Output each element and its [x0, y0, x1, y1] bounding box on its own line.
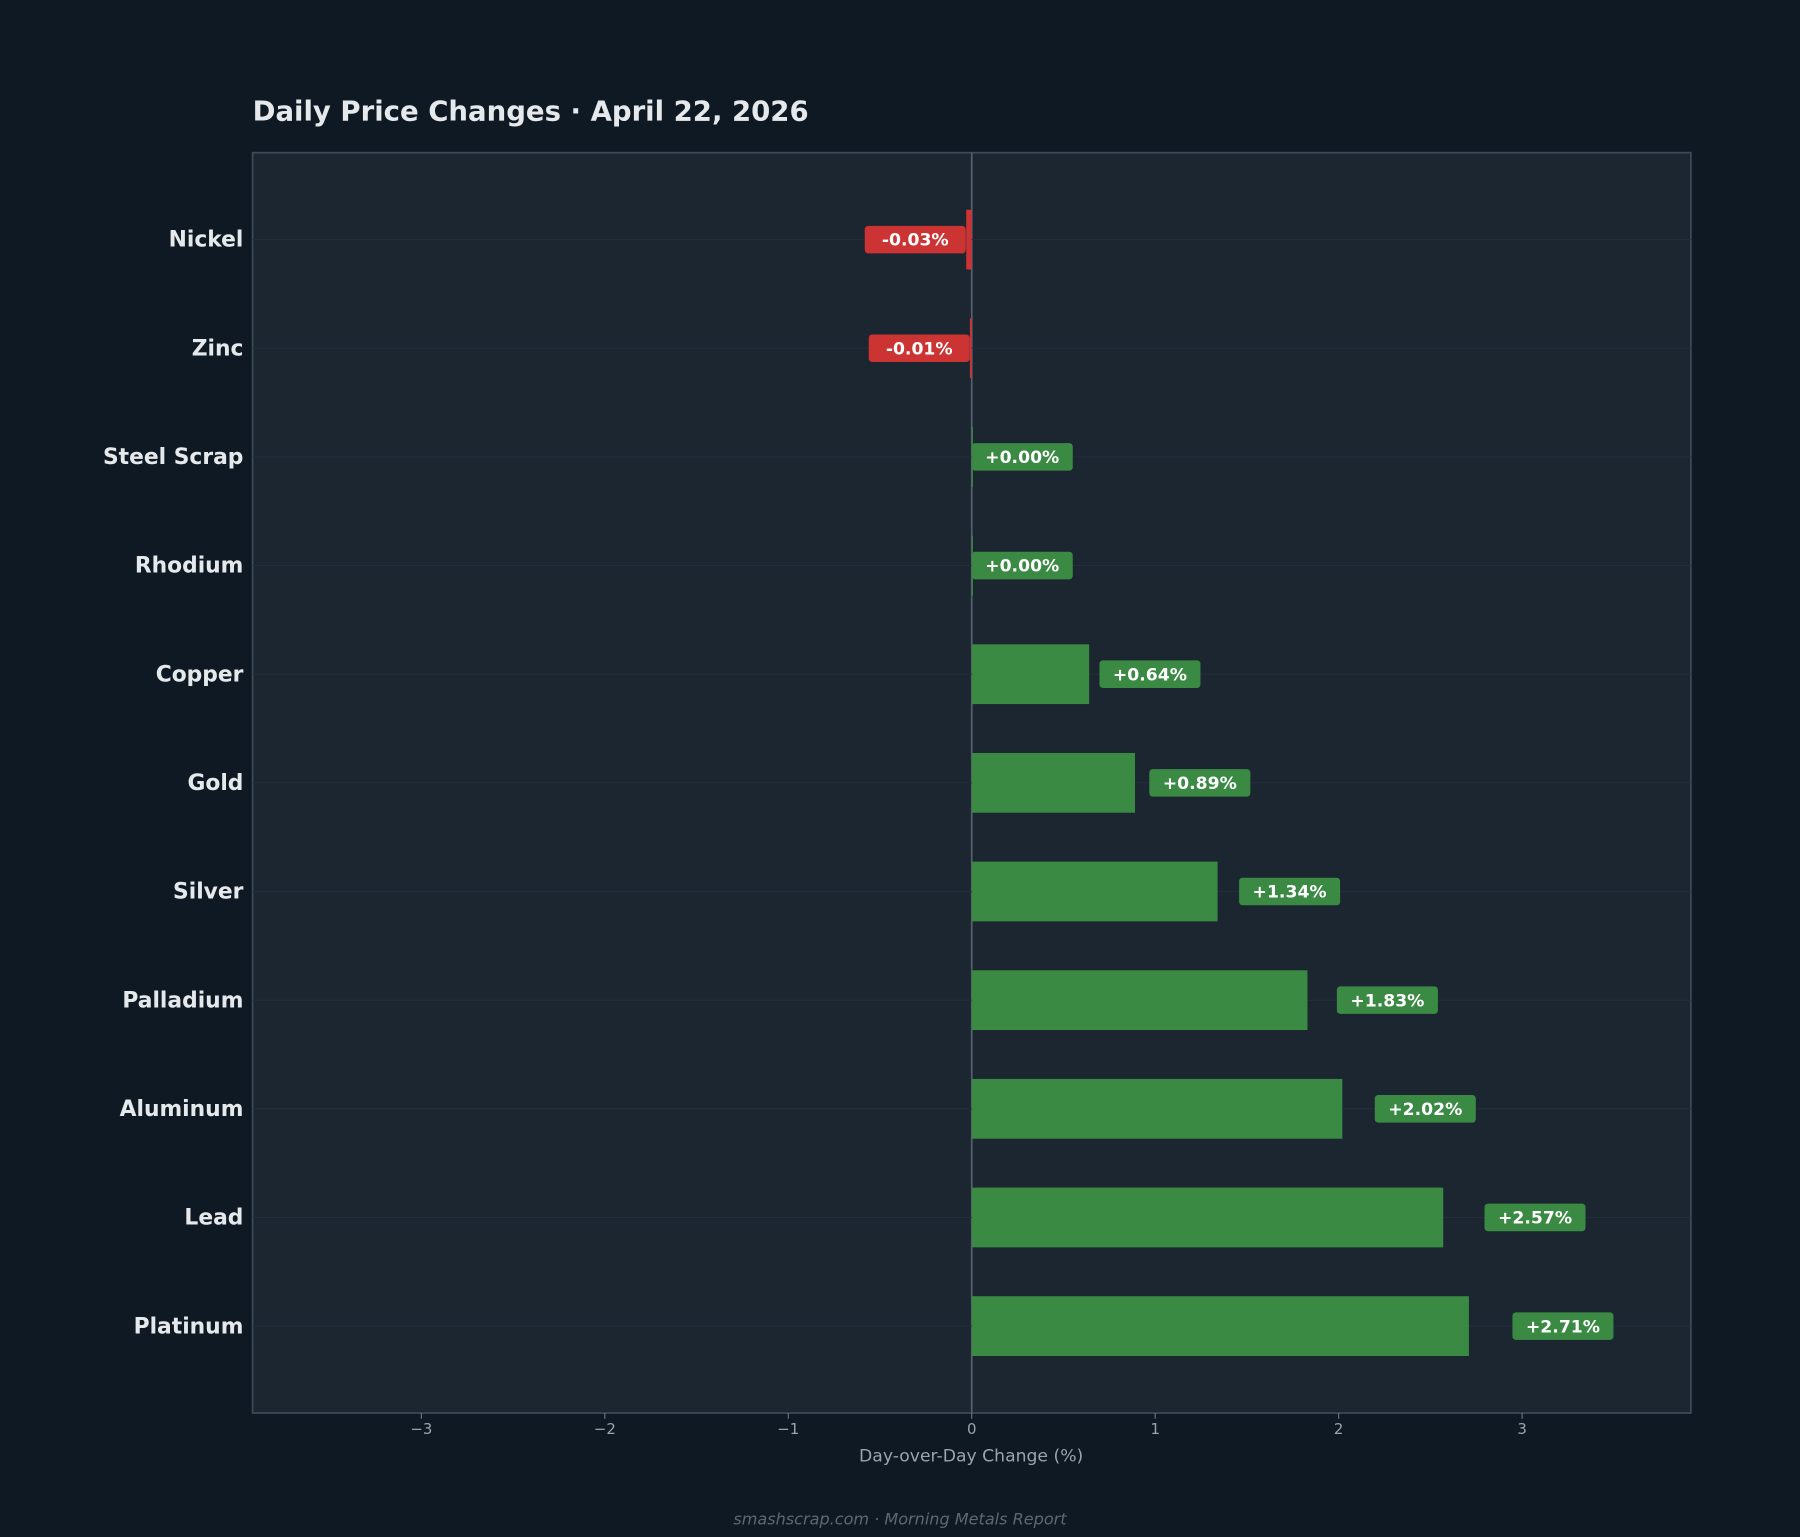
- value-label: +1.83%: [1350, 991, 1424, 1011]
- value-label: +0.64%: [1113, 665, 1187, 685]
- bar: [971, 970, 1308, 1031]
- y-tick-label: Nickel: [169, 228, 244, 253]
- bar: [971, 861, 1218, 922]
- value-label-box: [1336, 986, 1438, 1014]
- chart-title: Daily Price Changes · April 22, 2026: [253, 95, 809, 127]
- bar: [971, 1078, 1343, 1139]
- bar: [971, 1187, 1444, 1248]
- x-tick-label: 0: [967, 1420, 976, 1438]
- y-tick-label: Gold: [187, 771, 243, 796]
- x-tick-label: −2: [594, 1420, 616, 1438]
- value-label-box: [868, 334, 970, 363]
- y-tick-label: Aluminum: [120, 1097, 244, 1122]
- y-tick-label: Palladium: [122, 988, 243, 1013]
- bar: [971, 1296, 1469, 1356]
- x-axis-label: Day-over-Day Change (%): [859, 1447, 1083, 1467]
- value-label: +2.71%: [1526, 1317, 1600, 1337]
- value-label: +2.02%: [1388, 1100, 1462, 1120]
- value-label-box: [971, 551, 1073, 580]
- footer: smashscrap.com · Morning Metals Report: [733, 1509, 1067, 1528]
- x-tick-label: −3: [410, 1420, 432, 1438]
- value-label: -0.03%: [882, 231, 949, 251]
- bar: [969, 318, 972, 379]
- value-label-box: [1099, 660, 1201, 688]
- x-tick-label: −1: [777, 1420, 799, 1438]
- value-label-box: [1239, 877, 1341, 906]
- x-tick-label: 1: [1150, 1420, 1159, 1438]
- value-label-box: [1149, 769, 1251, 797]
- value-label-box: [1512, 1312, 1614, 1340]
- value-label-box: [971, 443, 1073, 471]
- x-tick-label: 3: [1517, 1420, 1526, 1438]
- x-tick-label: 2: [1334, 1420, 1343, 1438]
- y-tick-label: Lead: [184, 1206, 243, 1231]
- value-label: +2.57%: [1498, 1209, 1572, 1229]
- value-label: +1.34%: [1253, 883, 1327, 903]
- value-label: -0.01%: [886, 339, 953, 359]
- y-tick-label: Zinc: [192, 336, 244, 361]
- bar: [971, 644, 1090, 705]
- value-label-box: [1484, 1203, 1586, 1232]
- bar: [971, 752, 1136, 813]
- value-label: +0.00%: [985, 448, 1059, 468]
- value-label: +0.00%: [985, 557, 1059, 577]
- value-label: +0.89%: [1163, 774, 1237, 794]
- y-tick-label: Copper: [156, 662, 244, 687]
- y-tick-label: Steel Scrap: [103, 445, 243, 470]
- value-label-box: [864, 225, 966, 254]
- y-tick-label: Platinum: [134, 1314, 244, 1339]
- y-tick-label: Silver: [173, 880, 244, 905]
- value-label-box: [1374, 1095, 1476, 1123]
- y-tick-label: Rhodium: [135, 554, 244, 579]
- bar: [966, 209, 972, 270]
